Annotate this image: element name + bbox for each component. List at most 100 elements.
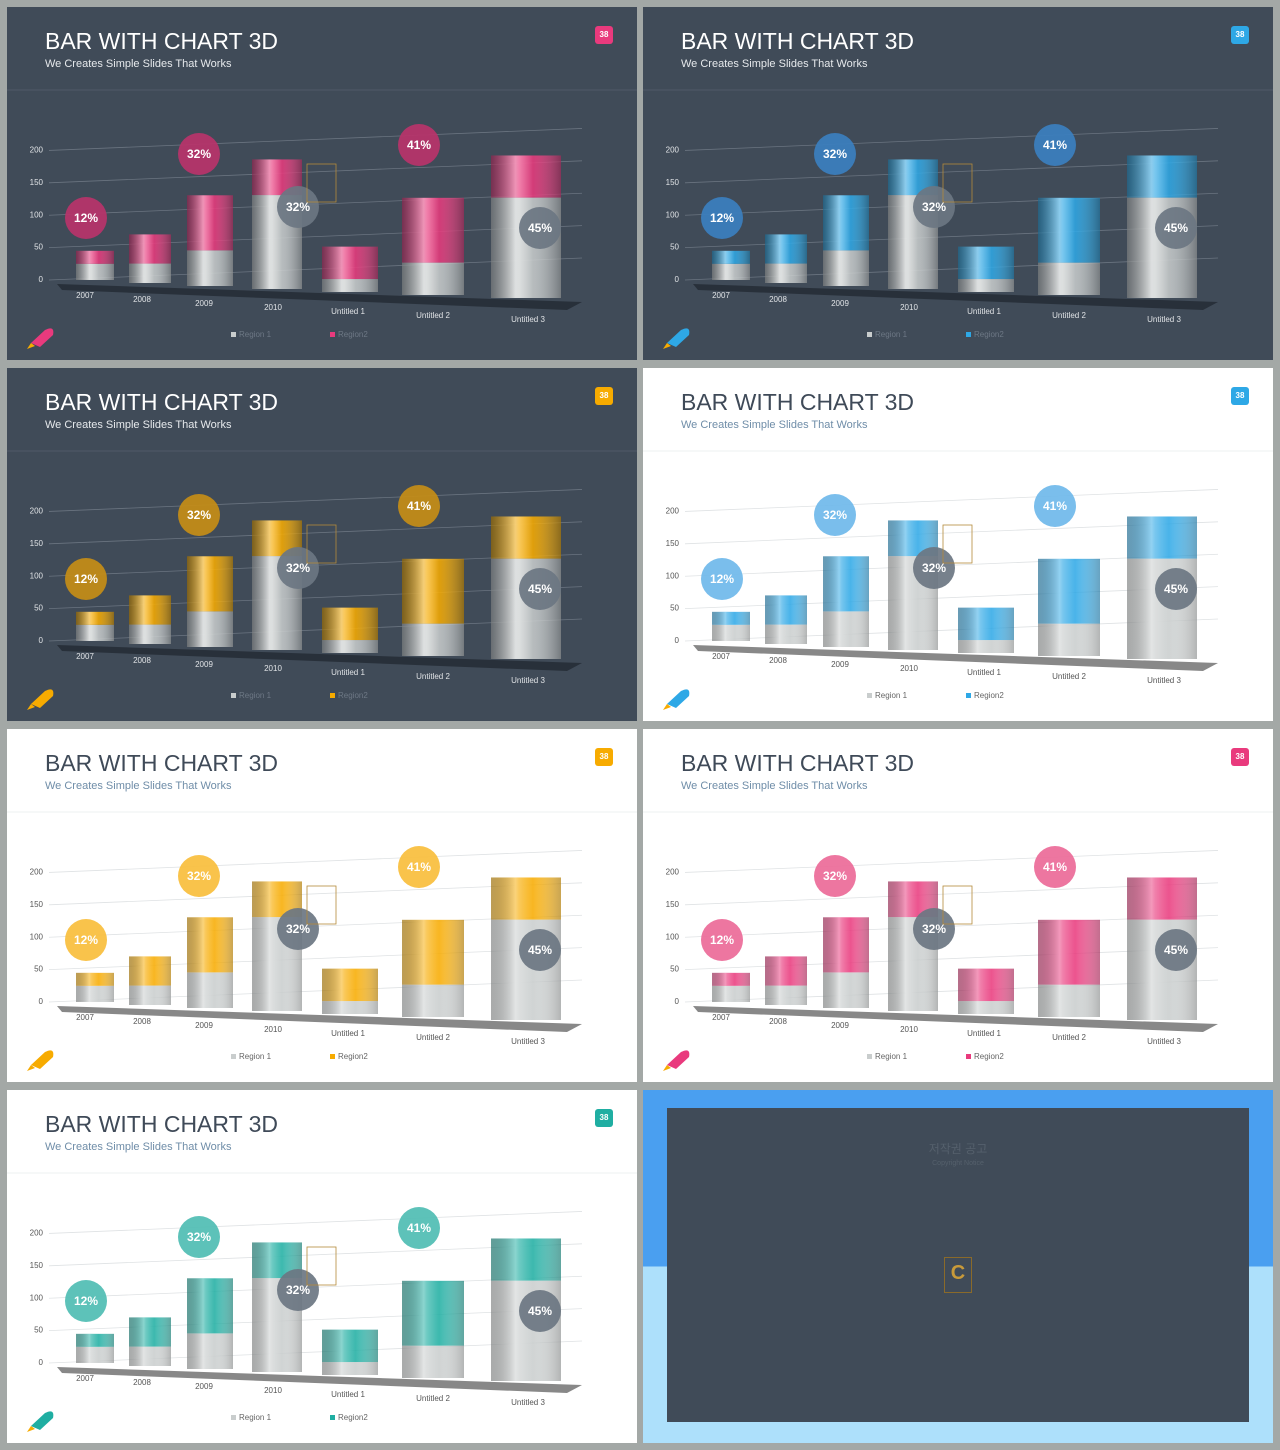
bar-shine [823, 195, 869, 251]
logo: C [944, 1257, 972, 1293]
bar-shine [712, 624, 750, 641]
bubble [178, 133, 220, 175]
y-tick-label: 50 [34, 1326, 43, 1335]
rocket-icon [31, 689, 54, 708]
legend-swatch [330, 332, 335, 337]
x-tick-label: 2010 [264, 1386, 282, 1395]
legend-label: Region2 [338, 691, 368, 700]
bar-shine [187, 972, 233, 1008]
bubble-label: 12% [710, 933, 734, 947]
bar-shine [187, 250, 233, 286]
x-tick-label: 2009 [831, 299, 849, 308]
slide-title: BAR WITH CHART 3D [45, 389, 278, 415]
y-tick-label: 200 [30, 1229, 44, 1238]
bar-shine [76, 624, 114, 641]
bubble-label: 41% [407, 860, 431, 874]
grid-line [48, 489, 583, 512]
rocket-icon [31, 1050, 54, 1069]
x-tick-label: Untitled 1 [331, 1390, 365, 1399]
rocket-flame [27, 1426, 35, 1432]
y-tick-label: 50 [34, 243, 43, 252]
bar-shine [76, 263, 114, 280]
bubble [519, 1290, 561, 1332]
bubble [1034, 846, 1076, 888]
bar-shine [322, 968, 378, 1002]
bar-shine [491, 516, 561, 559]
bar-shine [129, 985, 171, 1005]
bar-shine [765, 956, 807, 986]
bubble-label: 12% [74, 1294, 98, 1308]
bar-shine [765, 624, 807, 644]
bubble-label: 12% [710, 572, 734, 586]
y-tick-label: 200 [30, 146, 44, 155]
bar-shine [402, 1280, 464, 1346]
slide: BAR WITH CHART 3D We Creates Simple Slide… [7, 368, 637, 721]
bar-shine [1127, 516, 1197, 559]
rocket-flame [663, 704, 671, 710]
legend-label: Region2 [338, 1052, 368, 1061]
bar-shine [129, 624, 171, 644]
bar-shine [402, 197, 464, 263]
x-tick-label: 2007 [712, 652, 730, 661]
x-tick-label: 2007 [76, 652, 94, 661]
bubble [178, 494, 220, 536]
bar-shine [322, 1001, 378, 1014]
slide-subtitle: We Creates Simple Slides That Works [45, 780, 232, 792]
bubble-label: 32% [187, 1230, 211, 1244]
x-tick-label: 2007 [76, 291, 94, 300]
logo-box [306, 885, 337, 925]
y-tick-label: 0 [675, 636, 680, 645]
floor-shadow [57, 1367, 582, 1393]
y-tick-label: 150 [666, 539, 680, 548]
grid-line [684, 128, 1219, 151]
bubble-label: 41% [1043, 138, 1067, 152]
bar-shine [712, 972, 750, 986]
legend-label: Region 1 [875, 330, 908, 339]
bar-shine [1038, 984, 1100, 1017]
bubble [65, 197, 107, 239]
bar-shine [958, 246, 1014, 280]
legend-swatch [231, 693, 236, 698]
bubble [1034, 124, 1076, 166]
bar-shine [322, 246, 378, 280]
rocket-flame [663, 343, 671, 349]
bar-shine [129, 595, 171, 625]
bar-shine [712, 263, 750, 280]
y-tick-label: 100 [30, 210, 44, 219]
y-tick-label: 150 [30, 900, 44, 909]
bubble-label: 45% [528, 221, 552, 235]
y-tick-label: 0 [39, 1358, 44, 1367]
bubble [814, 133, 856, 175]
floor-shadow [693, 645, 1218, 671]
slide: BAR WITH CHART 3D We Creates Simple Slide… [643, 729, 1273, 1082]
bar-shine [1038, 197, 1100, 263]
x-tick-label: 2008 [133, 1378, 151, 1387]
bar-shine [823, 611, 869, 647]
x-tick-label: 2010 [264, 303, 282, 312]
grid-line [48, 128, 583, 151]
bar-shine [322, 1329, 378, 1363]
bar-shine [823, 917, 869, 973]
bar-shine [958, 640, 1014, 653]
bubble [701, 197, 743, 239]
bar-shine [322, 607, 378, 641]
bar-shine [712, 250, 750, 264]
bubble [814, 855, 856, 897]
bubble-label: 32% [187, 508, 211, 522]
bubble [1155, 207, 1197, 249]
x-tick-label: 2008 [769, 656, 787, 665]
y-tick-label: 100 [30, 1293, 44, 1302]
bar-shine [129, 263, 171, 283]
floor-shadow [57, 645, 582, 671]
bar-shine [76, 1346, 114, 1363]
x-tick-label: Untitled 3 [511, 315, 545, 324]
bar-shine [187, 556, 233, 612]
bar-shine [76, 250, 114, 264]
bubble [178, 1216, 220, 1258]
notice-subtitle: Copyright Notice [932, 1160, 984, 1167]
bubble [398, 485, 440, 527]
bubble-label: 32% [286, 922, 310, 936]
bubble [519, 207, 561, 249]
bubble-label: 32% [823, 869, 847, 883]
